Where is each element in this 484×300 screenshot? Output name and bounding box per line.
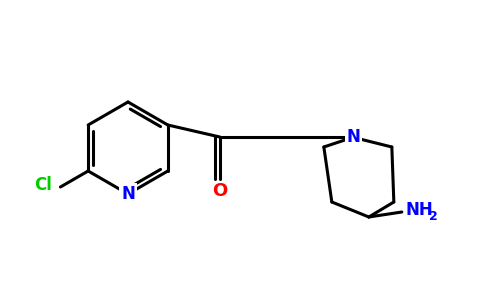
Text: O: O xyxy=(212,182,227,200)
Text: NH: NH xyxy=(406,201,434,219)
Text: N: N xyxy=(347,128,361,146)
Text: N: N xyxy=(121,185,135,203)
Text: 2: 2 xyxy=(429,209,438,223)
Text: Cl: Cl xyxy=(34,176,52,194)
